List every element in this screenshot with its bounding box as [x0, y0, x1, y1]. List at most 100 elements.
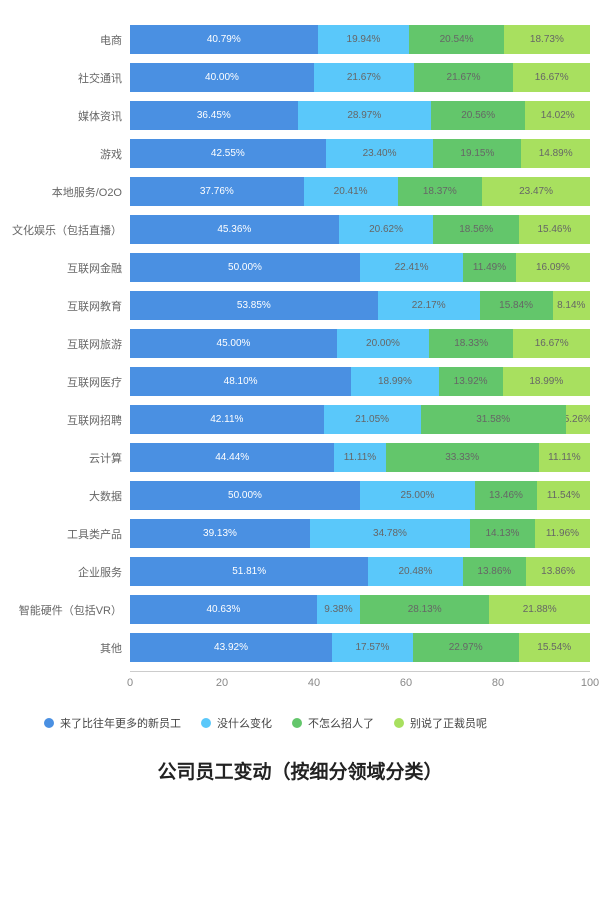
legend: 来了比往年更多的新员工 没什么变化 不怎么招人了 别说了正裁员呢: [44, 715, 590, 731]
bar-segment: 16.67%: [513, 63, 590, 92]
category-label: 媒体资讯: [10, 108, 130, 124]
bar-segment: 51.81%: [130, 557, 368, 586]
bar-segment: 15.54%: [519, 633, 590, 662]
category-label: 文化娱乐（包括直播）: [10, 222, 130, 238]
bar-segment: 14.02%: [525, 101, 589, 130]
bar-segment: 21.05%: [324, 405, 421, 434]
bar-segment: 20.62%: [339, 215, 434, 244]
bar-segment: 18.73%: [504, 25, 590, 54]
bar-segment: 23.40%: [326, 139, 434, 168]
bar-stack: 39.13%34.78%14.13%11.96%: [130, 519, 590, 548]
bar-segment: 23.47%: [482, 177, 590, 206]
bar-row: 大数据50.00%25.00%13.46%11.54%: [10, 481, 590, 510]
legend-swatch: [394, 718, 404, 728]
bar-stack: 40.00%21.67%21.67%16.67%: [130, 63, 590, 92]
bar-segment: 16.67%: [513, 329, 590, 358]
bar-segment: 18.37%: [398, 177, 483, 206]
bar-segment: 15.84%: [480, 291, 553, 320]
category-label: 互联网招聘: [10, 412, 130, 428]
bar-row: 互联网教育53.85%22.17%15.84%8.14%: [10, 291, 590, 320]
bar-segment: 17.57%: [332, 633, 413, 662]
bar-row: 本地服务/O2O37.76%20.41%18.37%23.47%: [10, 177, 590, 206]
bar-segment: 13.92%: [439, 367, 503, 396]
bar-segment: 21.88%: [489, 595, 590, 624]
bar-segment: 16.09%: [516, 253, 590, 282]
bar-segment: 28.97%: [298, 101, 431, 130]
bar-segment: 20.00%: [337, 329, 429, 358]
bar-segment: 50.00%: [130, 481, 360, 510]
bar-segment: 42.55%: [130, 139, 326, 168]
bar-segment: 13.86%: [463, 557, 527, 586]
legend-label: 没什么变化: [217, 715, 272, 731]
bar-segment: 19.15%: [433, 139, 521, 168]
legend-swatch: [292, 718, 302, 728]
x-tick: 40: [308, 677, 320, 689]
legend-item: 别说了正裁员呢: [394, 715, 487, 731]
bar-segment: 11.54%: [537, 481, 590, 510]
bar-segment: 43.92%: [130, 633, 332, 662]
category-label: 社交通讯: [10, 70, 130, 86]
category-label: 云计算: [10, 450, 130, 466]
category-label: 大数据: [10, 488, 130, 504]
bar-stack: 40.63%9.38%28.13%21.88%: [130, 595, 590, 624]
bar-stack: 36.45%28.97%20.56%14.02%: [130, 101, 590, 130]
bar-stack: 50.00%25.00%13.46%11.54%: [130, 481, 590, 510]
x-tick: 0: [127, 677, 133, 689]
bar-segment: 39.13%: [130, 519, 310, 548]
bar-row: 工具类产品39.13%34.78%14.13%11.96%: [10, 519, 590, 548]
bar-row: 其他43.92%17.57%22.97%15.54%: [10, 633, 590, 662]
bar-row: 互联网金融50.00%22.41%11.49%16.09%: [10, 253, 590, 282]
category-label: 企业服务: [10, 564, 130, 580]
bar-stack: 45.00%20.00%18.33%16.67%: [130, 329, 590, 358]
bar-stack: 53.85%22.17%15.84%8.14%: [130, 291, 590, 320]
bar-segment: 45.00%: [130, 329, 337, 358]
bar-segment: 13.46%: [475, 481, 537, 510]
bar-segment: 34.78%: [310, 519, 470, 548]
bar-stack: 42.55%23.40%19.15%14.89%: [130, 139, 590, 168]
bar-segment: 33.33%: [386, 443, 539, 472]
bar-segment: 50.00%: [130, 253, 360, 282]
bar-segment: 22.17%: [378, 291, 480, 320]
bar-segment: 36.45%: [130, 101, 298, 130]
bar-stack: 48.10%18.99%13.92%18.99%: [130, 367, 590, 396]
bar-row: 互联网招聘42.11%21.05%31.58%5.26%: [10, 405, 590, 434]
bar-segment: 40.00%: [130, 63, 314, 92]
bar-segment: 21.67%: [314, 63, 414, 92]
legend-item: 不怎么招人了: [292, 715, 374, 731]
bar-segment: 18.33%: [429, 329, 513, 358]
category-label: 游戏: [10, 146, 130, 162]
bar-segment: 14.89%: [521, 139, 589, 168]
axis-line: [130, 671, 590, 672]
bar-segment: 42.11%: [130, 405, 324, 434]
bar-stack: 50.00%22.41%11.49%16.09%: [130, 253, 590, 282]
bar-stack: 51.81%20.48%13.86%13.86%: [130, 557, 590, 586]
bar-segment: 48.10%: [130, 367, 351, 396]
bar-stack: 40.79%19.94%20.54%18.73%: [130, 25, 590, 54]
bar-segment: 25.00%: [360, 481, 475, 510]
bar-row: 媒体资讯36.45%28.97%20.56%14.02%: [10, 101, 590, 130]
x-tick: 60: [400, 677, 412, 689]
bar-row: 社交通讯40.00%21.67%21.67%16.67%: [10, 63, 590, 92]
bar-segment: 11.11%: [539, 443, 590, 472]
bar-segment: 15.46%: [519, 215, 590, 244]
bar-segment: 37.76%: [130, 177, 304, 206]
bar-segment: 8.14%: [553, 291, 590, 320]
category-label: 互联网金融: [10, 260, 130, 276]
bar-row: 互联网旅游45.00%20.00%18.33%16.67%: [10, 329, 590, 358]
bar-segment: 31.58%: [421, 405, 566, 434]
bar-stack: 44.44%11.11%33.33%11.11%: [130, 443, 590, 472]
category-label: 工具类产品: [10, 526, 130, 542]
bar-stack: 45.36%20.62%18.56%15.46%: [130, 215, 590, 244]
bar-row: 智能硬件（包括VR）40.63%9.38%28.13%21.88%: [10, 595, 590, 624]
bar-segment: 53.85%: [130, 291, 378, 320]
bar-segment: 9.38%: [317, 595, 360, 624]
chart-title: 公司员工变动（按细分领域分类）: [10, 757, 590, 784]
bar-segment: 22.97%: [413, 633, 519, 662]
category-label: 互联网医疗: [10, 374, 130, 390]
legend-label: 不怎么招人了: [308, 715, 374, 731]
bar-segment: 20.54%: [409, 25, 503, 54]
x-tick: 20: [216, 677, 228, 689]
category-label: 互联网教育: [10, 298, 130, 314]
bar-row: 云计算44.44%11.11%33.33%11.11%: [10, 443, 590, 472]
legend-item: 来了比往年更多的新员工: [44, 715, 181, 731]
